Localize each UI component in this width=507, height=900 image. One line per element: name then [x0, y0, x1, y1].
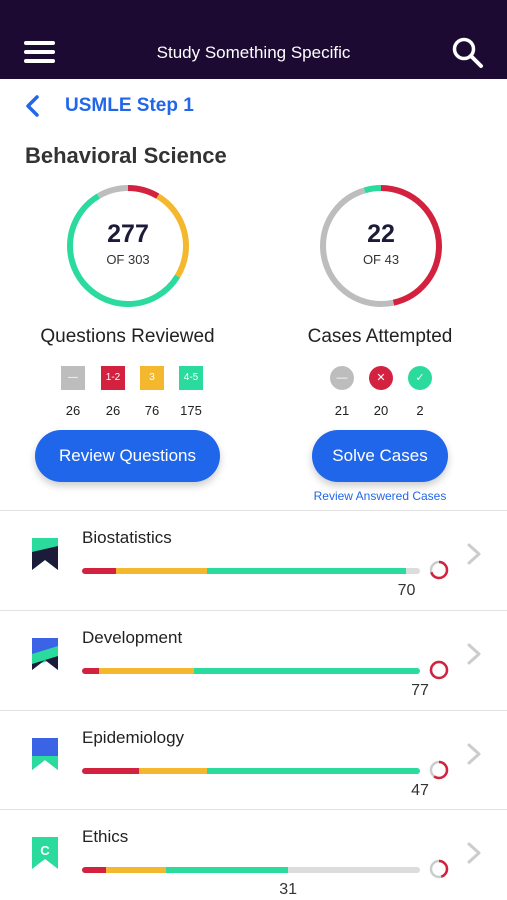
- mini-ring-progress: [429, 660, 449, 680]
- bar-segment: [98, 668, 194, 674]
- review-questions-button[interactable]: Review Questions: [35, 430, 220, 482]
- questions-total: OF 303: [106, 252, 150, 267]
- legend-count-unattempted: 21: [334, 403, 350, 418]
- mini-ring-progress: [429, 760, 449, 780]
- legend-count-1-2: 26: [105, 403, 121, 418]
- bookmark-letter: C: [40, 843, 50, 858]
- chevron-right-icon: [467, 842, 481, 864]
- cases-total: OF 43: [362, 252, 400, 267]
- legend-count-correct: 2: [416, 403, 424, 418]
- bar-segment: [82, 668, 99, 674]
- subject-name: Development: [82, 628, 183, 647]
- bar-segment: [105, 867, 167, 873]
- mini-ring-progress: [429, 859, 449, 879]
- subject-row-epidemiology[interactable]: Epidemiology 47: [0, 710, 507, 809]
- legend-chip-1-2: 1-2: [101, 366, 125, 390]
- bar-segment: [82, 867, 106, 873]
- chevron-right-icon: [467, 643, 481, 665]
- legend-count-4-5: 175: [180, 403, 202, 418]
- subject-row-development[interactable]: Development 77: [0, 610, 507, 709]
- subject-mini-ring: [429, 560, 449, 580]
- bar-segment: [193, 668, 420, 674]
- subject-name: Biostatistics: [82, 528, 172, 547]
- bar-segment: [288, 867, 420, 873]
- bar-segment: [207, 768, 420, 774]
- bookmark-icon: [32, 538, 58, 570]
- cases-attempted-label: Cases Attempted: [307, 326, 453, 347]
- bar-segment: [82, 568, 116, 574]
- ring-segment-wrong: [320, 185, 442, 307]
- ring-segment-4-5: [67, 185, 189, 307]
- legend-count-3: 76: [144, 403, 160, 418]
- legend-chip-4-5: 4-5: [179, 366, 203, 390]
- legend-count-wrong: 20: [373, 403, 389, 418]
- subject-score: 77: [411, 682, 429, 699]
- bar-segment: [139, 768, 208, 774]
- chevron-left-icon[interactable]: [22, 94, 46, 118]
- subject-progress-bar: [82, 768, 420, 774]
- questions-reviewed-count: 277: [107, 220, 149, 248]
- legend-chip-correct: ✓: [408, 366, 432, 390]
- bookmark-icon: C: [32, 837, 58, 869]
- hamburger-menu-icon[interactable]: [24, 41, 56, 65]
- search-icon[interactable]: [451, 36, 485, 70]
- questions-reviewed-label: Questions Reviewed: [40, 326, 215, 347]
- subject-score: 31: [279, 881, 298, 898]
- review-answered-cases-link[interactable]: Review Answered Cases: [313, 489, 447, 503]
- ring-segment-3: [67, 185, 189, 307]
- mini-ring-progress: [429, 560, 449, 580]
- chevron-right-icon: [467, 543, 481, 565]
- legend-chip-unattempted: —: [330, 366, 354, 390]
- solve-cases-button[interactable]: Solve Cases: [312, 430, 448, 482]
- subject-mini-ring: [429, 760, 449, 780]
- breadcrumb-usmle-step-1[interactable]: USMLE Step 1: [65, 95, 194, 116]
- legend-chip-3: 3: [140, 366, 164, 390]
- cases-attempted-count: 22: [367, 220, 395, 248]
- section-title: Behavioral Science: [25, 143, 227, 168]
- subject-row-ethics[interactable]: C Ethics 31: [0, 809, 507, 900]
- subject-progress-bar: [82, 668, 420, 674]
- questions-progress-ring: 277 OF 303: [64, 182, 192, 310]
- bar-segment: [115, 568, 208, 574]
- subject-score: 47: [411, 782, 429, 799]
- page-title: Study Something Specific: [156, 43, 351, 62]
- ring-segment-unattempted: [320, 185, 442, 307]
- subject-score: 70: [397, 582, 416, 599]
- legend-chip-unseen: —: [61, 366, 85, 390]
- subject-name: Epidemiology: [82, 728, 185, 747]
- legend-count-unseen: 26: [65, 403, 81, 418]
- top-app-bar: Study Something Specific: [0, 0, 507, 79]
- legend-chip-wrong: ✕: [369, 366, 393, 390]
- subject-progress-bar: [82, 867, 420, 873]
- subject-name: Ethics: [82, 827, 129, 846]
- chevron-right-icon: [467, 743, 481, 765]
- cases-progress-ring: 22 OF 43: [317, 182, 445, 310]
- bookmark-icon: [32, 638, 58, 670]
- subject-mini-ring: [429, 859, 449, 879]
- ring-segment-unseen: [67, 185, 189, 307]
- subject-progress-bar: [82, 568, 420, 574]
- subject-mini-ring: [429, 660, 449, 680]
- bar-segment: [406, 568, 420, 574]
- bar-segment: [166, 867, 289, 873]
- bar-segment: [207, 568, 407, 574]
- subject-row-biostatistics[interactable]: Biostatistics 70: [0, 510, 507, 609]
- bar-segment: [82, 768, 140, 774]
- bookmark-icon: [32, 738, 58, 770]
